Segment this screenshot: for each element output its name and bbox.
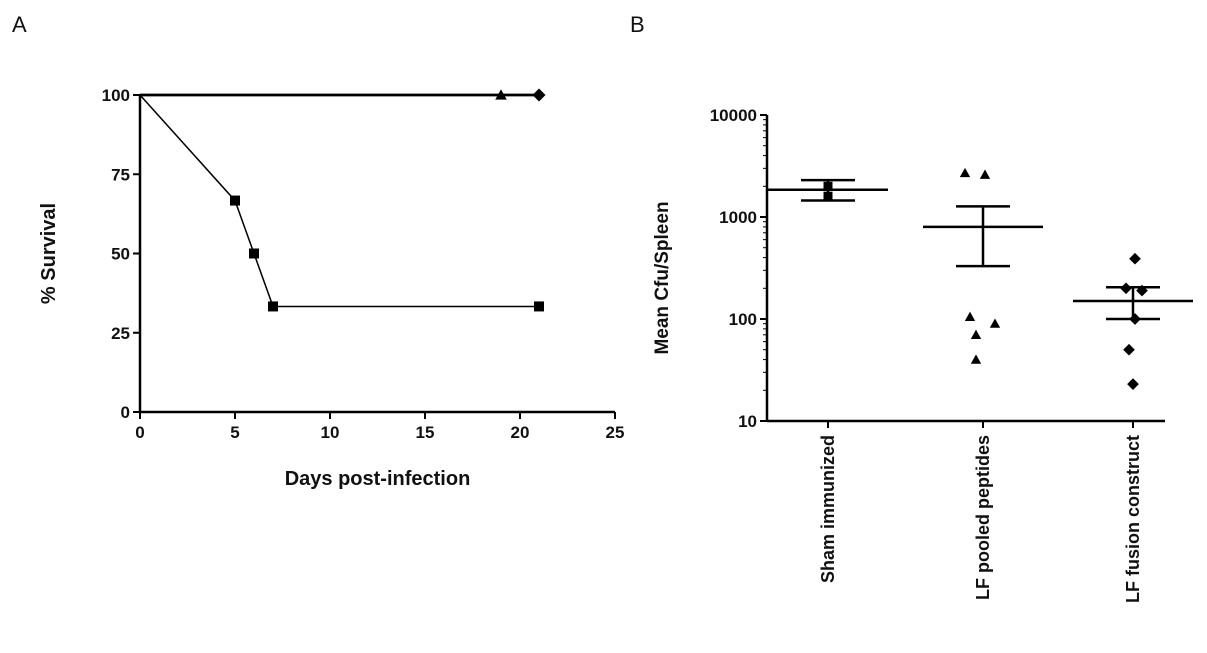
- chart-a-point-square: [249, 248, 259, 259]
- chart-a-point-square: [230, 195, 240, 206]
- chart-a-y-tick-label: 75: [111, 165, 130, 184]
- chart-b-y-tick-label: 100: [729, 310, 757, 329]
- chart-a-y-axis-label: % Survival: [38, 203, 60, 304]
- chart-a-y-tick-label: 0: [121, 403, 130, 422]
- chart-a-x-tick-label: 20: [511, 423, 530, 442]
- chart-b-point-diamond: [1123, 343, 1135, 356]
- chart-a-point-diamond: [532, 88, 546, 102]
- chart-a-x-tick-label: 15: [416, 423, 435, 442]
- chart-a-series-line-square: [139, 94, 539, 308]
- chart-b-point-triangle: [964, 311, 976, 321]
- panel-label-b: B: [630, 12, 645, 37]
- chart-a-plot: 0 25 50 75 100 0 5 10 15 20 25 Days post-infection%…: [38, 86, 624, 490]
- chart-b-point-diamond: [1120, 282, 1132, 295]
- chart-b-point-diamond: [1127, 378, 1139, 390]
- chart-b-point-triangle: [970, 329, 982, 339]
- chart-b-point-diamond: [1136, 284, 1148, 297]
- chart-b-y-axis-label: Mean Cfu/Spleen: [652, 201, 673, 354]
- chart-b-category-label: Sham immunized: [818, 435, 838, 583]
- chart-b-category-label: LF fusion construct: [1123, 435, 1143, 603]
- chart-a-y-tick-label: 50: [111, 245, 130, 264]
- chart-a-x-axis-label: Days post-infection: [285, 468, 471, 490]
- chart-b-point-square: [823, 181, 833, 191]
- chart-b-plot: 10 100 1000 10000 Sham immunized LF pooled pe…: [652, 106, 1193, 603]
- chart-b-point-triangle: [989, 318, 1001, 328]
- chart-a-x-tick-label: 10: [321, 423, 340, 442]
- chart-b-point-triangle: [979, 169, 991, 179]
- chart-a-y-tick-label: 25: [111, 324, 130, 343]
- chart-b-y-tick-label: 1000: [719, 208, 757, 227]
- chart-a-x-tick-label: 25: [606, 423, 625, 442]
- chart-b-point-triangle: [970, 354, 982, 364]
- chart-b-y-tick-label: 10: [738, 412, 757, 431]
- chart-b-point-triangle: [959, 167, 971, 178]
- chart-a-x-tick-label: 0: [135, 423, 144, 442]
- chart-b-category-label: LF pooled peptides: [973, 435, 993, 600]
- chart-a-x-tick-label: 5: [230, 423, 239, 442]
- panel-label-a: A: [12, 12, 27, 37]
- chart-b-point-diamond: [1129, 252, 1141, 265]
- chart-b-y-tick-label: 10000: [710, 106, 757, 125]
- chart-a-point-square: [534, 301, 544, 312]
- chart-b-point-diamond: [1129, 313, 1141, 325]
- chart-b-point-square: [823, 191, 833, 201]
- chart-a-y-tick-label: 100: [102, 86, 130, 105]
- chart-a-point-square: [268, 301, 278, 312]
